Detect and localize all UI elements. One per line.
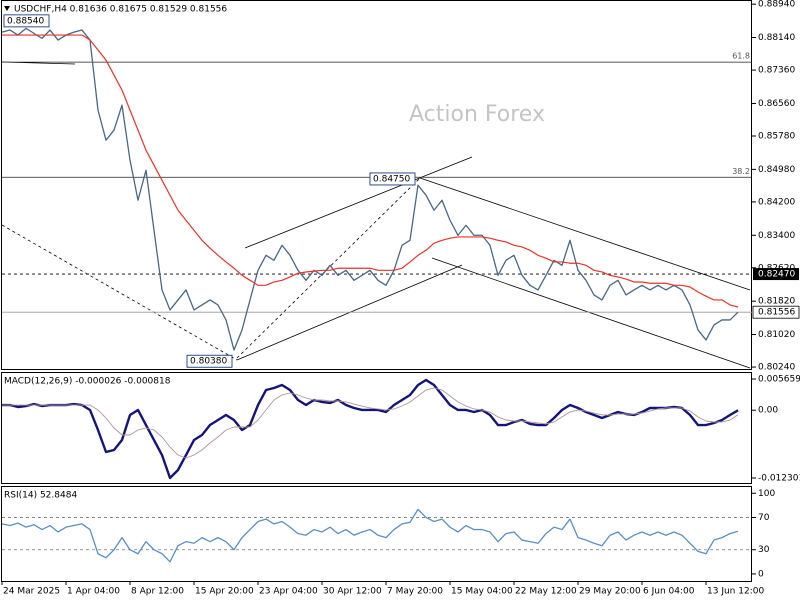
last-price-box [752, 305, 800, 319]
x-tick-label: 24 Mar 2025 [3, 587, 60, 597]
fib-level-label: 38.2 [732, 167, 750, 176]
panel-title: MACD(12,26,9) -0.000026 -0.000818 [4, 377, 171, 387]
x-tick-label: 6 Jun 04:00 [643, 587, 695, 597]
x-tick-label: 30 Apr 12:00 [323, 587, 382, 597]
series-line [2, 378, 739, 480]
y-tick-label: 0.81020 [758, 330, 795, 340]
channel-line [244, 156, 473, 249]
rsi-panel-frame [1, 486, 752, 582]
hline-label: 0.82470 [758, 270, 795, 280]
price-panel-frame [1, 0, 752, 370]
y-tick-label: 0.86560 [758, 99, 795, 109]
last-price-label: 0.81556 [758, 308, 795, 318]
x-tick-label: 13 Jun 12:00 [707, 587, 764, 597]
y-tick-label: 100 [758, 489, 775, 499]
y-tick-label: 70 [758, 513, 770, 523]
annotation-label: 0.88540 [7, 16, 44, 26]
annotation-label: 0.84750 [373, 174, 410, 184]
x-tick-label: 23 Apr 04:00 [259, 587, 318, 597]
series-line [1, 27, 739, 351]
y-tick-label: 0.83400 [758, 231, 795, 241]
y-tick-label: 0.005659 [758, 375, 800, 385]
series-line [1, 508, 739, 563]
y-tick-label: 0.88140 [758, 33, 795, 43]
x-tick-label: 7 May 20:00 [387, 587, 443, 597]
x-tick-label: 15 Apr 20:00 [195, 587, 254, 597]
macd-panel-frame [1, 372, 752, 484]
x-tick-label: 22 May 12:00 [515, 587, 577, 597]
panel-title: RSI(14) 52.8484 [4, 491, 77, 501]
x-tick-label: 8 Apr 12:00 [131, 587, 184, 597]
annotation-box [3, 14, 50, 28]
annotation-box [186, 354, 233, 368]
x-tick-label: 29 May 20:00 [579, 587, 641, 597]
y-tick-label: 0.87360 [758, 66, 795, 76]
hline-label-box [753, 268, 799, 281]
panel-title: USDCHF,H4 0.81636 0.81675 0.81529 0.8155… [14, 5, 227, 15]
x-tick-label: 15 May 04:00 [451, 587, 513, 597]
y-tick-label: 0 [758, 569, 764, 579]
y-tick-label: -0.012301 [758, 473, 800, 483]
annotation-label: 0.80380 [190, 357, 227, 367]
y-tick-label: 0.85780 [758, 131, 795, 141]
fib-level-label: 61.8 [732, 52, 750, 61]
channel-line [431, 257, 751, 369]
y-tick-label: 0.80240 [758, 363, 795, 373]
annotation-box [369, 172, 416, 186]
y-tick-label: 0.00 [758, 406, 778, 416]
y-tick-label: 30 [758, 545, 770, 555]
series-line [2, 34, 739, 308]
y-tick-label: 0.84980 [758, 165, 795, 175]
y-tick-label: 0.81820 [758, 297, 795, 307]
series-line [2, 387, 739, 459]
y-tick-label: 0.84200 [758, 197, 795, 207]
watermark: Action Forex [409, 102, 545, 127]
channel-line [419, 177, 751, 291]
menu-triangle[interactable] [4, 6, 10, 11]
y-tick-label: 0.88940 [758, 0, 795, 10]
x-tick-label: 1 Apr 04:00 [67, 587, 120, 597]
